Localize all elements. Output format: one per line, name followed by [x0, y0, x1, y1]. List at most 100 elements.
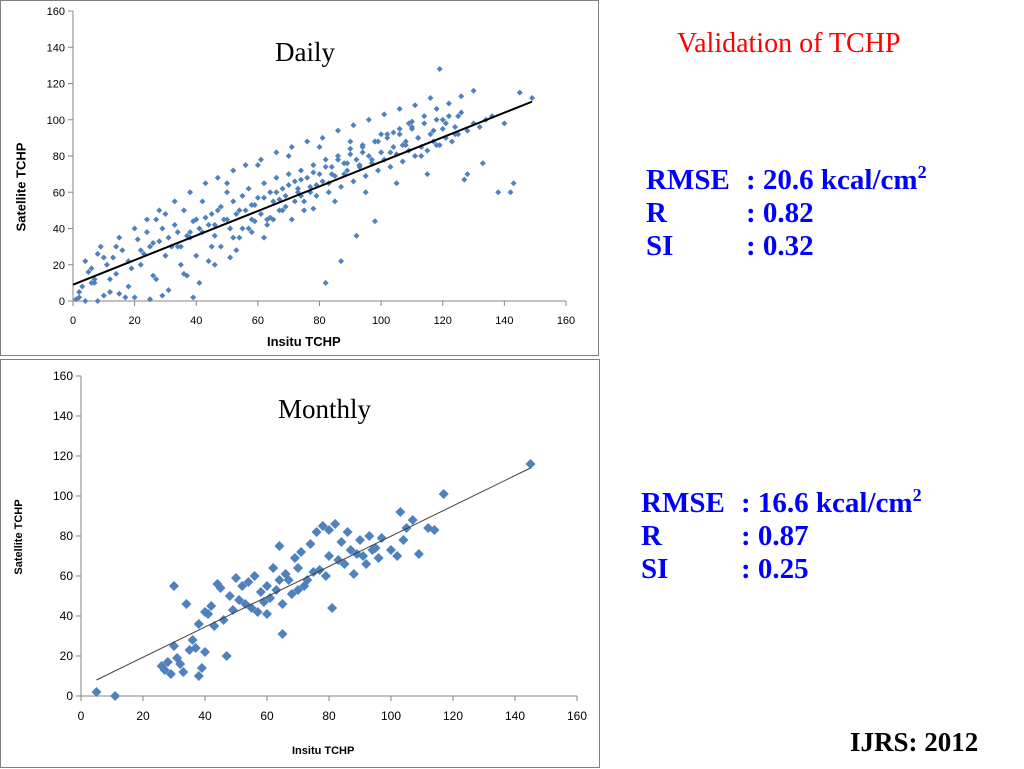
r-value: : 0.82 — [746, 197, 814, 229]
rmse-unit-exponent: 2 — [912, 485, 922, 505]
data-point — [495, 189, 502, 196]
data-point — [525, 459, 536, 469]
x-tick-label: 100 — [381, 709, 401, 723]
data-point — [162, 252, 169, 259]
data-point — [501, 120, 508, 127]
data-point — [230, 198, 237, 205]
data-point — [279, 207, 286, 214]
data-point — [371, 138, 378, 145]
data-point — [116, 290, 123, 297]
monthly-plot-svg: 0 20 40 60 80 100 120 140 160 0 20 40 60 80 100 120 140 1… — [53, 369, 587, 723]
data-point — [328, 171, 335, 178]
r-key: R — [646, 197, 667, 229]
data-point — [298, 176, 305, 183]
data-point — [413, 549, 424, 559]
data-point — [392, 551, 403, 561]
data-point — [339, 559, 350, 569]
x-tick-label: 20 — [136, 709, 150, 723]
data-point — [214, 174, 221, 181]
data-point — [224, 180, 231, 187]
data-point — [424, 171, 431, 178]
data-point — [262, 609, 272, 619]
data-point — [252, 607, 263, 617]
si-value: : 0.25 — [741, 553, 809, 585]
y-tick-label: 0 — [59, 296, 65, 308]
data-point — [370, 543, 381, 553]
data-point — [199, 198, 206, 205]
data-point — [412, 153, 419, 159]
data-point — [348, 569, 359, 579]
data-point — [190, 294, 197, 301]
data-point — [448, 138, 455, 145]
data-point — [395, 507, 406, 517]
rmse-value: : 16.6 kcal/cm2 — [741, 485, 922, 520]
data-point — [137, 247, 144, 254]
data-point — [150, 240, 157, 246]
data-point — [224, 591, 235, 601]
data-point — [325, 189, 332, 196]
data-point — [177, 261, 184, 268]
data-point — [79, 283, 86, 290]
data-point — [310, 169, 317, 176]
rmse-key: RMSE — [641, 487, 725, 519]
x-tick-label: 40 — [190, 315, 202, 327]
data-point — [331, 198, 338, 205]
y-tick-label: 80 — [53, 151, 65, 163]
data-point — [433, 116, 440, 123]
data-point — [208, 211, 215, 217]
data-point — [288, 216, 295, 223]
data-point — [476, 124, 483, 130]
data-point — [310, 205, 317, 212]
rmse-value: : 20.6 kcal/cm2 — [746, 163, 927, 197]
data-point — [150, 272, 157, 279]
data-point — [153, 216, 160, 223]
y-tick-label: 40 — [53, 224, 65, 236]
x-tick-label: 160 — [567, 709, 587, 723]
data-point — [313, 192, 320, 199]
daily-plot-svg: 0 20 40 60 80 100 120 140 160 0 20 40 60 80 100 120 140 1… — [47, 6, 576, 327]
data-point — [251, 218, 258, 225]
x-tick-label: 40 — [198, 709, 212, 723]
data-point — [100, 254, 107, 261]
si-key: SI — [646, 230, 674, 262]
data-point — [267, 189, 274, 196]
daily-rmse-row: RMSE : 20.6 kcal/cm2 — [646, 163, 927, 197]
data-point — [311, 527, 322, 537]
x-tick-label: 140 — [505, 709, 525, 723]
data-point — [328, 163, 335, 170]
data-point — [430, 127, 437, 134]
data-point — [304, 138, 311, 145]
data-point — [353, 156, 360, 163]
data-point — [510, 180, 517, 187]
data-point — [248, 201, 255, 208]
data-point — [116, 234, 123, 241]
data-point — [347, 151, 354, 158]
data-point — [399, 158, 406, 165]
data-point — [427, 131, 434, 138]
data-point — [243, 577, 254, 587]
data-point — [401, 523, 412, 533]
data-point — [445, 113, 452, 120]
data-point — [274, 575, 285, 585]
data-point — [103, 261, 110, 268]
data-point — [233, 247, 240, 254]
data-point — [399, 142, 406, 149]
data-point — [310, 162, 317, 169]
data-point — [122, 294, 129, 301]
data-point — [384, 134, 391, 141]
data-point — [224, 189, 231, 196]
y-tick-label: 140 — [53, 409, 73, 423]
data-point — [236, 207, 243, 214]
data-point — [180, 207, 187, 214]
data-point — [387, 163, 394, 170]
x-tick-label: 0 — [70, 315, 76, 327]
data-point — [347, 138, 354, 145]
data-point — [424, 147, 431, 154]
y-tick-label: 60 — [53, 187, 65, 199]
data-point — [205, 258, 212, 265]
data-point — [516, 89, 523, 96]
data-point — [165, 287, 172, 294]
data-point — [171, 198, 178, 205]
data-point — [390, 129, 397, 136]
data-point — [165, 669, 176, 679]
